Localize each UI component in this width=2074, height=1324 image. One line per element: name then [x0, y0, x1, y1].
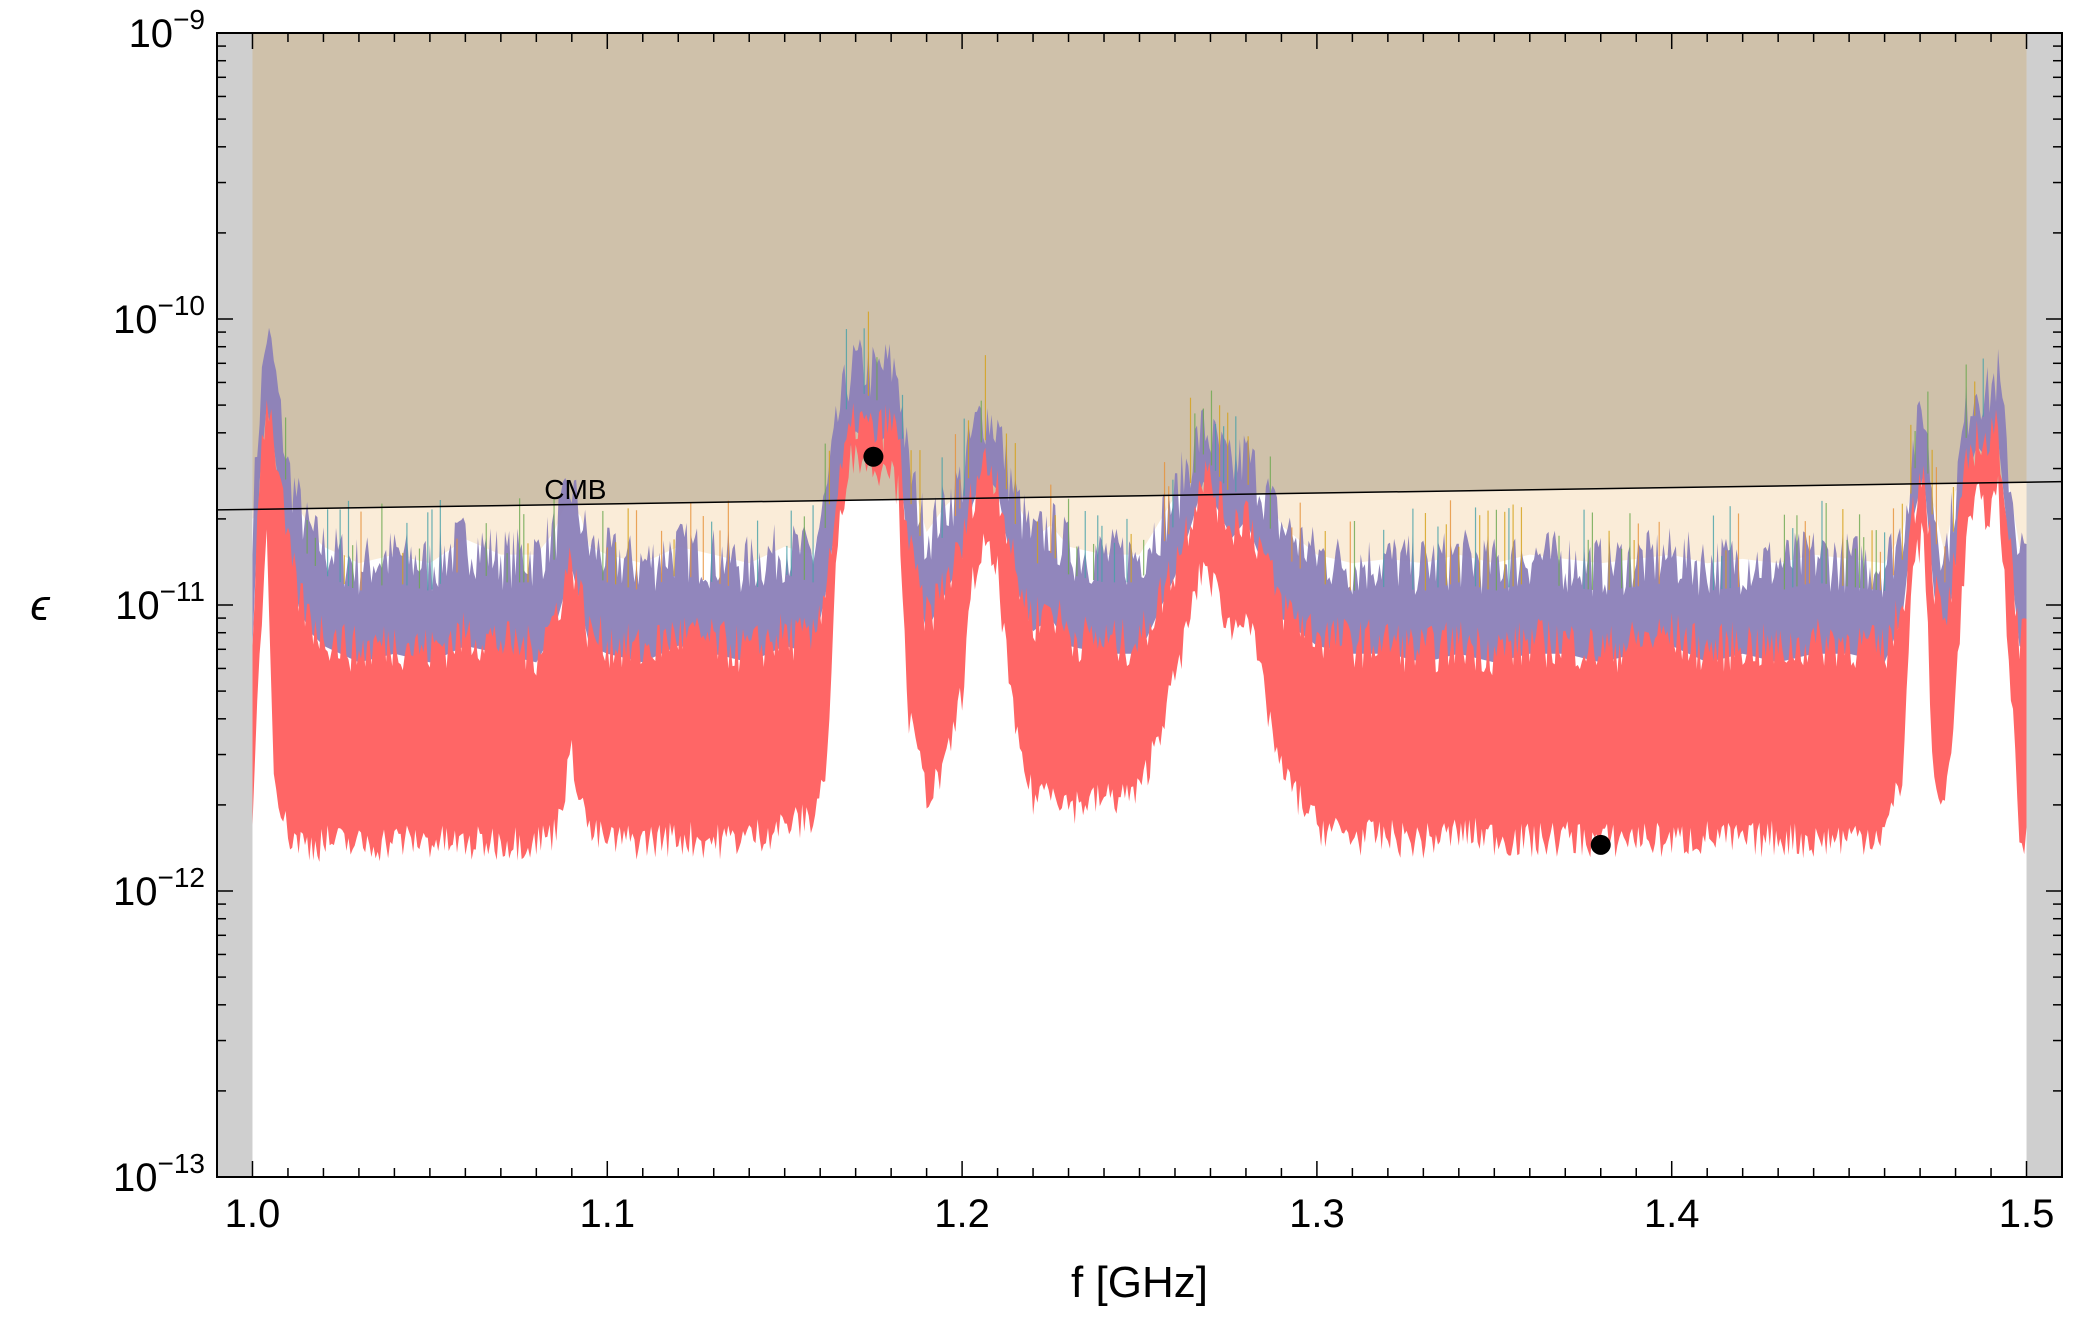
lower-band-area — [252, 399, 2027, 862]
x-tick-label: 1.3 — [1289, 1192, 1345, 1236]
cmb-excluded — [252, 33, 2027, 510]
x-axis-ticks: 1.0 1.1 1.2 1.3 1.4 1.5 — [216, 33, 2063, 1236]
x-tick-label: 1.5 — [1999, 1192, 2055, 1236]
y-tick-label: 10−12 — [113, 862, 205, 914]
y-tick-label: 10−13 — [113, 1148, 205, 1200]
x-tick-label: 1.0 — [225, 1192, 281, 1236]
y-tick-label: 10−11 — [115, 576, 205, 628]
reference-lines — [217, 480, 2062, 511]
annotation-cmb: CMB — [544, 474, 606, 505]
data-points — [863, 446, 1611, 855]
upper-envelope-area — [252, 327, 2027, 663]
x-tick-label: 1.4 — [1644, 1192, 1700, 1236]
y-tick-label: 10−9 — [129, 4, 205, 56]
data-point-2 — [1590, 834, 1611, 855]
data-point-1 — [863, 446, 884, 467]
data-series — [252, 311, 2027, 862]
x-axis-label: f [GHz] — [1071, 1258, 1208, 1307]
annotations: CMB — [544, 474, 606, 505]
x-tick-label: 1.1 — [579, 1192, 635, 1236]
x-tick-label: 1.2 — [934, 1192, 990, 1236]
y-tick-label: 10−10 — [113, 290, 205, 342]
y-axis-label: ϵ — [30, 581, 51, 630]
y-axis-ticks: 10−13 10−12 10−11 10−10 10−9 — [113, 4, 2062, 1200]
upper-envelope-spikes — [284, 311, 1984, 591]
cmb-line — [217, 480, 2062, 511]
